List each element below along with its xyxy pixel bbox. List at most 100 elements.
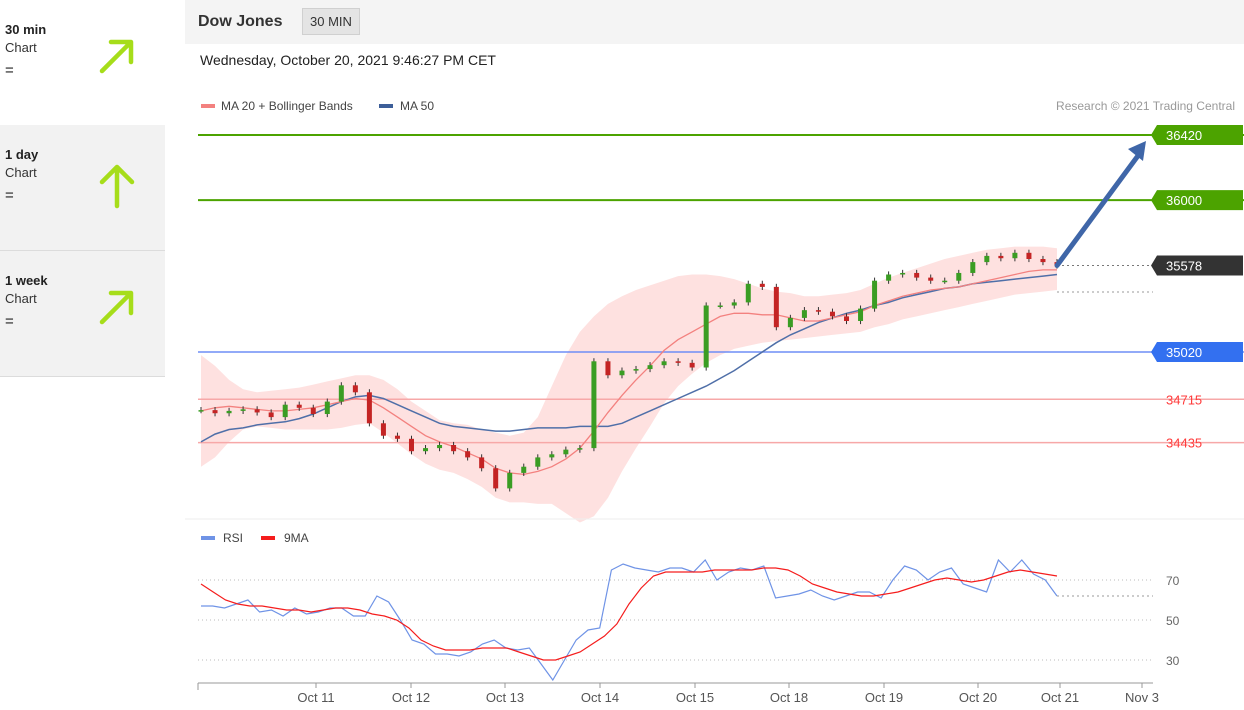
candle-body	[507, 472, 513, 489]
rsi-ma-line	[200, 567, 1058, 661]
candle-body	[942, 280, 948, 283]
candle-body	[956, 272, 962, 281]
candle-body	[801, 310, 807, 318]
rsi-tick-label-50: 50	[1166, 614, 1180, 628]
sidebar-item-subtitle: Chart	[5, 40, 37, 55]
chart-credit: Research © 2021 Trading Central	[1056, 99, 1235, 113]
candle-body	[773, 286, 779, 328]
candle-body	[703, 305, 709, 368]
candle-body	[423, 448, 429, 452]
candle-body	[198, 410, 204, 412]
candle-body	[872, 280, 878, 309]
price-levels	[198, 134, 1244, 444]
rsi-tick-label-30: 30	[1166, 654, 1180, 668]
x-tick-label: Oct 19	[865, 690, 903, 705]
candle-body	[858, 308, 864, 321]
legend-label-ma50: MA 50	[400, 99, 434, 113]
chart-header: Dow Jones 30 MIN	[185, 0, 1244, 44]
level-labels: 36420 36000 35578 35020 34715 34435	[1151, 125, 1243, 451]
up-right-arrow-icon	[99, 290, 134, 325]
x-tick-label: Oct 18	[770, 690, 808, 705]
candle-body	[479, 457, 485, 469]
candle-body	[731, 302, 737, 306]
candle-body	[1040, 259, 1046, 263]
level-tag-35578	[1151, 255, 1243, 276]
x-tick-label: Oct 12	[392, 690, 430, 705]
candle-body	[914, 272, 920, 278]
candle-body	[745, 283, 751, 303]
candle-body	[282, 404, 288, 418]
candle-body	[240, 409, 246, 411]
sidebar-item-trend: =	[5, 62, 14, 79]
candle-body	[998, 255, 1004, 259]
candle-body	[844, 316, 850, 321]
bollinger-band-area	[201, 246, 1057, 523]
sidebar-item-subtitle: Chart	[5, 291, 37, 306]
sidebar-item-30min[interactable]: 30 min Chart =	[0, 0, 165, 125]
candle-body	[619, 370, 625, 376]
forecast-arrow-shaft	[1054, 150, 1143, 269]
x-tick-label: Oct 20	[959, 690, 997, 705]
sidebar-item-title: 1 week	[5, 273, 48, 288]
candle-body	[268, 412, 274, 418]
rsi-line	[201, 558, 1058, 682]
candle-body	[437, 445, 443, 449]
legend-label-9ma: 9MA	[284, 531, 309, 545]
sidebar: 30 min Chart = 1 day Chart = 1 week Char…	[0, 0, 165, 710]
candle-body	[577, 448, 583, 450]
candle-body	[212, 410, 218, 414]
x-tick-label: Oct 13	[486, 690, 524, 705]
level-tag-35020	[1151, 342, 1243, 362]
candle-body	[408, 438, 414, 452]
sidebar-item-trend: =	[5, 187, 14, 204]
legend-label-rsi: RSI	[223, 531, 243, 545]
rsi-grid: 70 50 30	[198, 574, 1180, 668]
up-right-arrow-icon	[99, 39, 134, 74]
candle-body	[661, 361, 667, 366]
level-label-35578: 35578	[1166, 259, 1202, 274]
candle-body	[591, 361, 597, 449]
x-tick-label: Oct 15	[676, 690, 714, 705]
level-tag-36420	[1151, 125, 1243, 145]
candle-body	[549, 454, 555, 458]
x-tick-label: Oct 11	[297, 690, 334, 705]
sidebar-item-1day[interactable]: 1 day Chart =	[0, 125, 165, 251]
forecast-arrow	[1054, 141, 1146, 269]
candle-body	[647, 365, 653, 370]
candle-body	[310, 407, 316, 414]
sidebar-item-1week[interactable]: 1 week Chart =	[0, 251, 165, 377]
rsi-tick-label-70: 70	[1166, 574, 1180, 588]
level-label-35020: 35020	[1166, 345, 1202, 360]
candle-body	[815, 310, 821, 312]
candle-body	[689, 362, 695, 368]
timeframe-badge[interactable]: 30 MIN	[302, 8, 360, 35]
candle-body	[787, 317, 793, 328]
candle-body	[366, 392, 372, 424]
candle-body	[296, 404, 302, 408]
candle-body	[352, 385, 358, 393]
candle-body	[759, 283, 765, 287]
level-label-36420: 36420	[1166, 128, 1202, 143]
candle-body	[451, 445, 457, 452]
x-axis: Oct 11 Oct 12 Oct 13 Oct 14 Oct 15 Oct 18 Oct …	[197, 682, 1159, 705]
candle-body	[254, 409, 260, 413]
candle-body	[984, 255, 990, 263]
legend-label-ma20: MA 20 + Bollinger Bands	[221, 99, 353, 113]
legend-swatch-9ma	[261, 536, 275, 540]
candle-body	[900, 272, 906, 275]
legend-swatch-ma20	[201, 104, 215, 108]
candle-body	[829, 311, 835, 317]
candle-body	[928, 277, 934, 281]
level-tag-36000	[1151, 190, 1243, 211]
candle-body	[563, 449, 569, 455]
legend-swatch-ma50	[379, 104, 393, 108]
candle-body	[886, 274, 892, 281]
chart-legend: MA 20 + Bollinger Bands MA 50 Research ©…	[201, 99, 1235, 113]
candle-body	[633, 369, 639, 371]
candle-body	[970, 262, 976, 273]
candle-body	[394, 435, 400, 439]
price-chart: 36420 36000 35578 35020 34715 34435 MA 20 + B…	[185, 99, 1244, 705]
legend-swatch-rsi	[201, 536, 215, 540]
level-label-34715: 34715	[1166, 392, 1202, 407]
candle-body	[493, 468, 499, 489]
